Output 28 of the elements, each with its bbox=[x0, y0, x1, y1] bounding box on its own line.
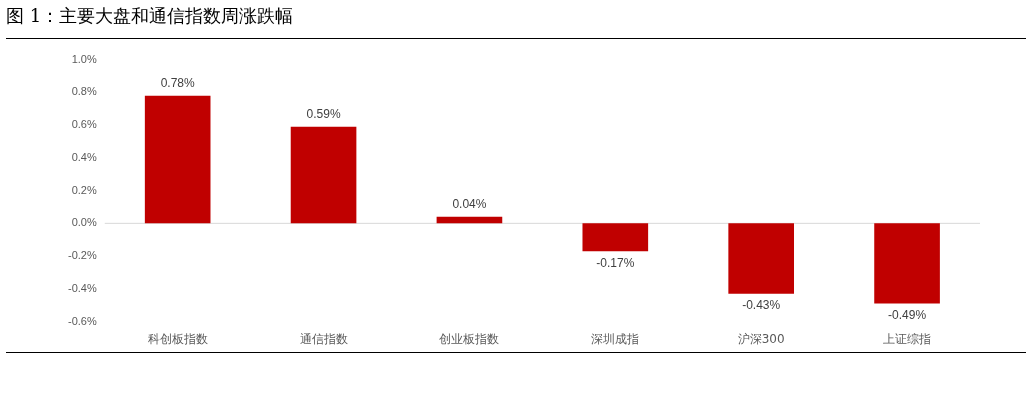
x-tick-label: 创业板指数 bbox=[439, 331, 500, 346]
data-label: -0.49% bbox=[888, 307, 927, 322]
y-tick-label: 0.6% bbox=[71, 118, 97, 131]
x-tick-label: 通信指数 bbox=[299, 331, 348, 346]
x-tick-label: 上证综指 bbox=[883, 331, 932, 346]
bar bbox=[728, 223, 795, 294]
data-label: 0.04% bbox=[452, 197, 487, 212]
data-label: 0.78% bbox=[160, 75, 196, 90]
y-tick-label: 1.0% bbox=[71, 52, 97, 65]
x-tick-label: 沪深300 bbox=[737, 331, 785, 346]
x-tick-label: 深圳成指 bbox=[591, 331, 640, 346]
data-label: 0.59% bbox=[306, 107, 341, 122]
bar bbox=[290, 126, 357, 224]
chart-title: 图 1：主要大盘和通信指数周涨跌幅 bbox=[6, 4, 294, 28]
y-tick-label: -0.6% bbox=[67, 314, 97, 327]
bar bbox=[874, 223, 940, 304]
bar bbox=[144, 95, 211, 224]
x-tick-label: 科创板指数 bbox=[147, 331, 208, 346]
y-tick-label: 0.0% bbox=[71, 216, 97, 229]
y-tick-label: 0.2% bbox=[71, 183, 97, 196]
data-label: -0.43% bbox=[742, 298, 781, 313]
data-label: -0.17% bbox=[596, 255, 635, 270]
y-tick-label: 0.4% bbox=[71, 150, 97, 163]
y-tick-label: -0.4% bbox=[67, 281, 97, 294]
y-tick-label: -0.2% bbox=[67, 249, 97, 262]
y-tick-label: 0.8% bbox=[71, 85, 97, 98]
bar bbox=[436, 216, 503, 224]
bar bbox=[582, 223, 649, 252]
